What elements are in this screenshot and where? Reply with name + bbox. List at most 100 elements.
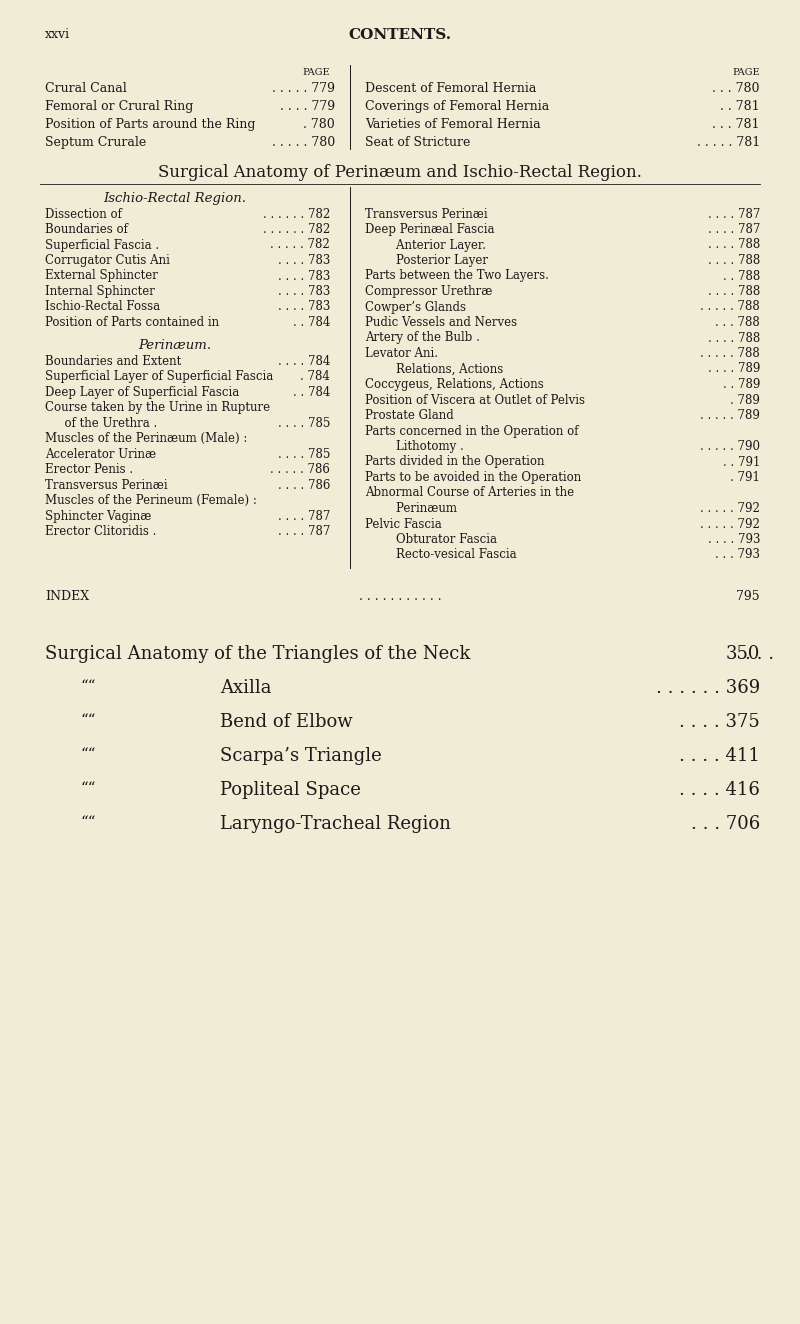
Text: . . . . . . 782: . . . . . . 782 (262, 208, 330, 221)
Text: . . . . . 789: . . . . . 789 (700, 409, 760, 422)
Text: Surgical Anatomy of the Triangles of the Neck: Surgical Anatomy of the Triangles of the… (45, 645, 470, 663)
Text: ““: ““ (80, 679, 95, 692)
Text: Boundaries of: Boundaries of (45, 222, 128, 236)
Text: . . . . . 780: . . . . . 780 (272, 136, 335, 150)
Text: . . . . 787: . . . . 787 (278, 526, 330, 539)
Text: Muscles of the Perineum (Female) :: Muscles of the Perineum (Female) : (45, 494, 257, 507)
Text: . . . . 789: . . . . 789 (708, 363, 760, 376)
Text: Abnormal Course of Arteries in the: Abnormal Course of Arteries in the (365, 486, 574, 499)
Text: Perinæum.: Perinæum. (138, 339, 211, 352)
Text: . . . . 784: . . . . 784 (278, 355, 330, 368)
Text: Dissection of: Dissection of (45, 208, 122, 221)
Text: External Sphincter: External Sphincter (45, 270, 158, 282)
Text: . . . . . 790: . . . . . 790 (700, 440, 760, 453)
Text: . . 788: . . 788 (722, 270, 760, 282)
Text: Ischio-Rectal Region.: Ischio-Rectal Region. (103, 192, 246, 205)
Text: Surgical Anatomy of Perinæum and Ischio-Rectal Region.: Surgical Anatomy of Perinæum and Ischio-… (158, 164, 642, 181)
Text: . . . 793: . . . 793 (715, 548, 760, 561)
Text: Scarpa’s Triangle: Scarpa’s Triangle (220, 747, 382, 765)
Text: Course taken by the Urine in Rupture: Course taken by the Urine in Rupture (45, 401, 270, 414)
Text: Erector Penis .: Erector Penis . (45, 463, 133, 477)
Text: . . . . 788: . . . . 788 (708, 285, 760, 298)
Text: . . . . . 779: . . . . . 779 (272, 82, 335, 95)
Text: INDEX: INDEX (45, 591, 89, 602)
Text: . . . 706: . . . 706 (690, 816, 760, 833)
Text: . . 784: . . 784 (293, 385, 330, 399)
Text: Compressor Urethræ: Compressor Urethræ (365, 285, 492, 298)
Text: ““: ““ (80, 781, 95, 794)
Text: . . . . 783: . . . . 783 (278, 301, 330, 314)
Text: Descent of Femoral Hernia: Descent of Femoral Hernia (365, 82, 536, 95)
Text: Cowper’s Glands: Cowper’s Glands (365, 301, 466, 314)
Text: Bend of Elbow: Bend of Elbow (220, 714, 353, 731)
Text: xxvi: xxvi (45, 28, 70, 41)
Text: Obturator Fascia: Obturator Fascia (381, 534, 497, 545)
Text: Levator Ani.: Levator Ani. (365, 347, 438, 360)
Text: Lithotomy .: Lithotomy . (381, 440, 464, 453)
Text: Transversus Perinæi: Transversus Perinæi (365, 208, 488, 221)
Text: Superficial Fascia .: Superficial Fascia . (45, 238, 159, 252)
Text: Parts to be avoided in the Operation: Parts to be avoided in the Operation (365, 471, 582, 485)
Text: Accelerator Urinæ: Accelerator Urinæ (45, 448, 156, 461)
Text: . . . . 779: . . . . 779 (280, 101, 335, 113)
Text: . . . . 783: . . . . 783 (278, 270, 330, 282)
Text: . . . . 786: . . . . 786 (278, 479, 330, 491)
Text: Perinæum: Perinæum (381, 502, 457, 515)
Text: . . 781: . . 781 (720, 101, 760, 113)
Text: Ischio-Rectal Fossa: Ischio-Rectal Fossa (45, 301, 160, 314)
Text: . . . . . . 782: . . . . . . 782 (262, 222, 330, 236)
Text: . . .: . . . (745, 645, 774, 663)
Text: Internal Sphincter: Internal Sphincter (45, 285, 155, 298)
Text: Transversus Perinæi: Transversus Perinæi (45, 479, 168, 491)
Text: . . 784: . . 784 (293, 316, 330, 328)
Text: . . . . 411: . . . . 411 (679, 747, 760, 765)
Text: Deep Layer of Superficial Fascia: Deep Layer of Superficial Fascia (45, 385, 239, 399)
Text: . . . . . 788: . . . . . 788 (700, 301, 760, 314)
Text: Parts between the Two Layers.: Parts between the Two Layers. (365, 270, 549, 282)
Text: Anterior Layer.: Anterior Layer. (381, 238, 486, 252)
Text: 795: 795 (736, 591, 760, 602)
Text: Pelvic Fascia: Pelvic Fascia (365, 518, 442, 531)
Text: PAGE: PAGE (732, 68, 760, 77)
Text: Sphincter Vaginæ: Sphincter Vaginæ (45, 510, 151, 523)
Text: Corrugator Cutis Ani: Corrugator Cutis Ani (45, 254, 170, 267)
Text: Relations, Actions: Relations, Actions (381, 363, 503, 376)
Text: . . . . 787: . . . . 787 (278, 510, 330, 523)
Text: Muscles of the Perinæum (Male) :: Muscles of the Perinæum (Male) : (45, 432, 247, 445)
Text: Seat of Stricture: Seat of Stricture (365, 136, 470, 150)
Text: Position of Parts around the Ring: Position of Parts around the Ring (45, 118, 255, 131)
Text: . . . . 787: . . . . 787 (708, 222, 760, 236)
Text: Recto-vesical Fascia: Recto-vesical Fascia (381, 548, 517, 561)
Text: PAGE: PAGE (302, 68, 330, 77)
Text: CONTENTS.: CONTENTS. (349, 28, 451, 42)
Text: Position of Parts contained in: Position of Parts contained in (45, 316, 219, 328)
Text: . . 791: . . 791 (722, 455, 760, 469)
Text: . 791: . 791 (730, 471, 760, 485)
Text: . . 789: . . 789 (722, 377, 760, 391)
Text: Septum Crurale: Septum Crurale (45, 136, 146, 150)
Text: . . . . 788: . . . . 788 (708, 238, 760, 252)
Text: Varieties of Femoral Hernia: Varieties of Femoral Hernia (365, 118, 541, 131)
Text: Parts concerned in the Operation of: Parts concerned in the Operation of (365, 425, 578, 437)
Text: . . . . 787: . . . . 787 (708, 208, 760, 221)
Text: Coccygeus, Relations, Actions: Coccygeus, Relations, Actions (365, 377, 544, 391)
Text: . . . . 785: . . . . 785 (278, 417, 330, 430)
Text: . . . . . 792: . . . . . 792 (700, 502, 760, 515)
Text: ““: ““ (80, 714, 95, 727)
Text: Popliteal Space: Popliteal Space (220, 781, 361, 798)
Text: . . . . . 781: . . . . . 781 (697, 136, 760, 150)
Text: . . . . 793: . . . . 793 (707, 534, 760, 545)
Text: Artery of the Bulb .: Artery of the Bulb . (365, 331, 480, 344)
Text: Femoral or Crural Ring: Femoral or Crural Ring (45, 101, 194, 113)
Text: Posterior Layer: Posterior Layer (381, 254, 488, 267)
Text: . . . . . 782: . . . . . 782 (270, 238, 330, 252)
Text: . . . . . 792: . . . . . 792 (700, 518, 760, 531)
Text: Prostate Gland: Prostate Gland (365, 409, 454, 422)
Text: . . . . 375: . . . . 375 (679, 714, 760, 731)
Text: . . . . . 786: . . . . . 786 (270, 463, 330, 477)
Text: ““: ““ (80, 747, 95, 761)
Text: Crural Canal: Crural Canal (45, 82, 126, 95)
Text: . . . 780: . . . 780 (713, 82, 760, 95)
Text: of the Urethra .: of the Urethra . (57, 417, 158, 430)
Text: Axilla: Axilla (220, 679, 271, 696)
